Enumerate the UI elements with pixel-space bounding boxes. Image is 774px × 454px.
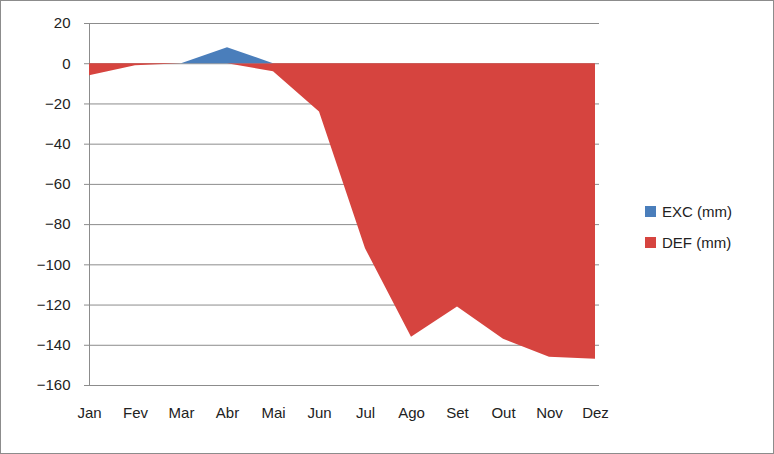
svg-text:−120: −120 xyxy=(37,296,71,313)
svg-text:Set: Set xyxy=(446,404,469,421)
svg-text:Nov: Nov xyxy=(536,404,563,421)
svg-text:Fev: Fev xyxy=(123,404,149,421)
svg-text:−20: −20 xyxy=(45,95,70,112)
svg-text:0: 0 xyxy=(62,55,70,72)
html-text:EXC (mm): EXC (mm) xyxy=(662,203,732,220)
html-text:DEF (mm): DEF (mm) xyxy=(662,234,732,251)
svg-text:Jul: Jul xyxy=(356,404,375,421)
svg-text:Out: Out xyxy=(491,404,516,421)
svg-text:Jun: Jun xyxy=(307,404,331,421)
svg-text:−60: −60 xyxy=(45,175,70,192)
svg-text:Mai: Mai xyxy=(261,404,285,421)
svg-text:−100: −100 xyxy=(37,256,71,273)
svg-text:Jan: Jan xyxy=(77,404,101,421)
svg-text:Abr: Abr xyxy=(216,404,239,421)
svg-text:−160: −160 xyxy=(37,376,71,393)
svg-text:−80: −80 xyxy=(45,215,70,232)
svg-text:20: 20 xyxy=(54,14,71,31)
svg-text:Dez: Dez xyxy=(582,404,609,421)
svg-text:−140: −140 xyxy=(37,336,71,353)
svg-text:Ago: Ago xyxy=(398,404,425,421)
svg-text:−40: −40 xyxy=(45,135,70,152)
svg-text:Mar: Mar xyxy=(169,404,195,421)
